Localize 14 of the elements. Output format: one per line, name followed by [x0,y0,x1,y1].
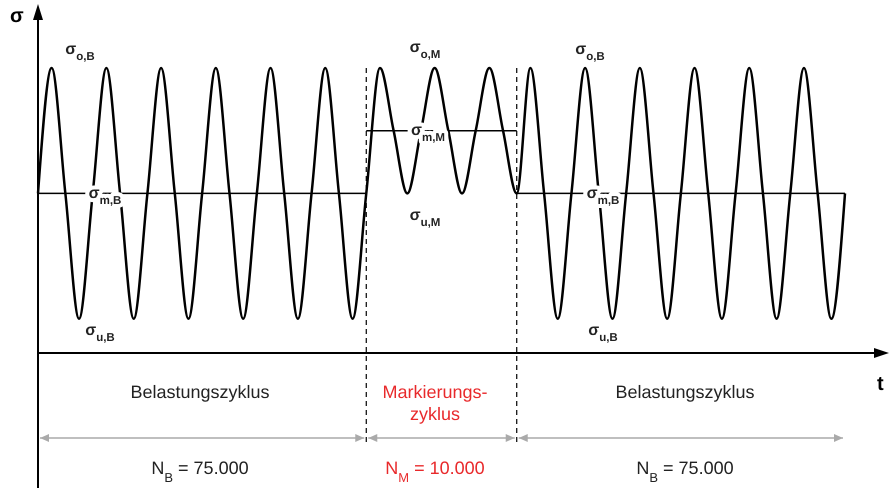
text: σ$_{o,B}$ [65,41,95,63]
text: N$_{B}$ = 75.000 [636,458,734,484]
annotation: σ$_{u,M}$ [410,207,440,229]
text: Markierungs- zyklus [382,382,488,424]
text: σ$_{o,B}$ [575,41,605,63]
text: N$_{M}$ = 10.000 [385,458,485,484]
text: N$_{B}$ = 75.000 [151,458,249,484]
text: Belastungszyklus [615,382,755,402]
x-axis-title: t [877,373,884,395]
text: Belastungszyklus [130,382,270,402]
text: σ$_{o,M}$ [410,39,440,61]
annotation: σ$_{u,B}$ [85,322,115,344]
annotation: σ$_{u,B}$ [588,322,618,344]
y-axis-title: σ [10,5,24,27]
